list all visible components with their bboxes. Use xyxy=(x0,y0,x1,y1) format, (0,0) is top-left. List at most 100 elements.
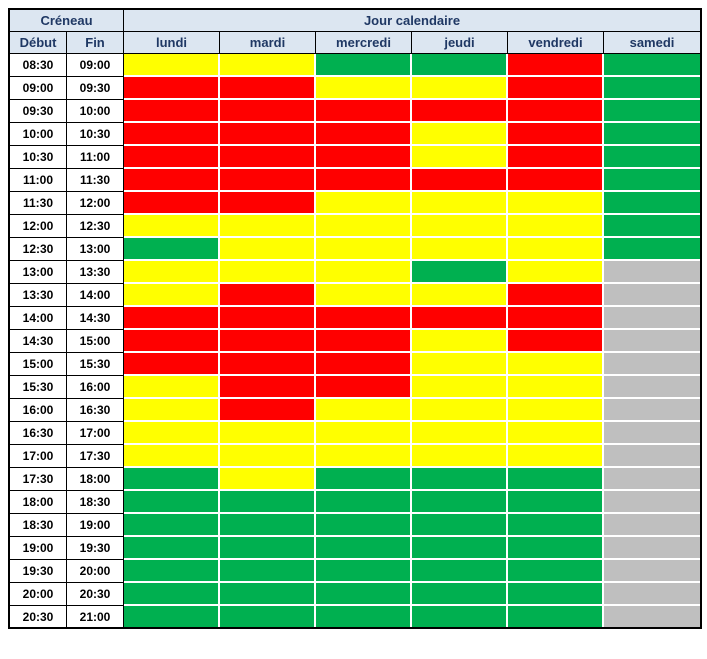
availability-cell-mercredi-12:00[interactable] xyxy=(316,215,412,238)
availability-cell-vendredi-12:30[interactable] xyxy=(508,238,604,261)
availability-cell-mercredi-14:30[interactable] xyxy=(316,330,412,353)
availability-cell-lundi-10:30[interactable] xyxy=(124,146,220,169)
availability-cell-vendredi-16:30[interactable] xyxy=(508,422,604,445)
availability-cell-jeudi-13:00[interactable] xyxy=(412,261,508,284)
availability-cell-lundi-19:30[interactable] xyxy=(124,560,220,583)
availability-cell-mardi-13:30[interactable] xyxy=(220,284,316,307)
availability-cell-samedi-09:30[interactable] xyxy=(604,100,701,123)
availability-cell-vendredi-12:00[interactable] xyxy=(508,215,604,238)
availability-cell-lundi-13:00[interactable] xyxy=(124,261,220,284)
availability-cell-samedi-11:30[interactable] xyxy=(604,192,701,215)
availability-cell-lundi-13:30[interactable] xyxy=(124,284,220,307)
availability-cell-lundi-10:00[interactable] xyxy=(124,123,220,146)
availability-cell-lundi-14:30[interactable] xyxy=(124,330,220,353)
availability-cell-mardi-19:30[interactable] xyxy=(220,560,316,583)
availability-cell-lundi-11:00[interactable] xyxy=(124,169,220,192)
availability-cell-lundi-16:00[interactable] xyxy=(124,399,220,422)
availability-cell-samedi-10:00[interactable] xyxy=(604,123,701,146)
availability-cell-mercredi-19:30[interactable] xyxy=(316,560,412,583)
availability-cell-mardi-15:00[interactable] xyxy=(220,353,316,376)
availability-cell-samedi-20:00[interactable] xyxy=(604,583,701,606)
availability-cell-vendredi-15:00[interactable] xyxy=(508,353,604,376)
availability-cell-jeudi-10:00[interactable] xyxy=(412,123,508,146)
availability-cell-jeudi-17:30[interactable] xyxy=(412,468,508,491)
availability-cell-vendredi-17:30[interactable] xyxy=(508,468,604,491)
availability-cell-mercredi-18:30[interactable] xyxy=(316,514,412,537)
availability-cell-vendredi-16:00[interactable] xyxy=(508,399,604,422)
availability-cell-mardi-11:00[interactable] xyxy=(220,169,316,192)
availability-cell-mercredi-09:30[interactable] xyxy=(316,100,412,123)
availability-cell-lundi-08:30[interactable] xyxy=(124,54,220,77)
availability-cell-vendredi-19:00[interactable] xyxy=(508,537,604,560)
availability-cell-vendredi-14:30[interactable] xyxy=(508,330,604,353)
availability-cell-samedi-16:30[interactable] xyxy=(604,422,701,445)
availability-cell-vendredi-10:30[interactable] xyxy=(508,146,604,169)
availability-cell-mardi-10:00[interactable] xyxy=(220,123,316,146)
availability-cell-samedi-17:30[interactable] xyxy=(604,468,701,491)
availability-cell-jeudi-16:30[interactable] xyxy=(412,422,508,445)
availability-cell-mardi-08:30[interactable] xyxy=(220,54,316,77)
availability-cell-vendredi-11:00[interactable] xyxy=(508,169,604,192)
availability-cell-mardi-20:30[interactable] xyxy=(220,606,316,627)
availability-cell-jeudi-18:30[interactable] xyxy=(412,514,508,537)
availability-cell-mardi-20:00[interactable] xyxy=(220,583,316,606)
availability-cell-mercredi-10:00[interactable] xyxy=(316,123,412,146)
availability-cell-vendredi-15:30[interactable] xyxy=(508,376,604,399)
availability-cell-mercredi-10:30[interactable] xyxy=(316,146,412,169)
availability-cell-samedi-08:30[interactable] xyxy=(604,54,701,77)
availability-cell-mercredi-15:30[interactable] xyxy=(316,376,412,399)
availability-cell-lundi-20:30[interactable] xyxy=(124,606,220,627)
availability-cell-vendredi-14:00[interactable] xyxy=(508,307,604,330)
availability-cell-mercredi-13:00[interactable] xyxy=(316,261,412,284)
availability-cell-jeudi-20:30[interactable] xyxy=(412,606,508,627)
availability-cell-mardi-10:30[interactable] xyxy=(220,146,316,169)
availability-cell-jeudi-12:30[interactable] xyxy=(412,238,508,261)
availability-cell-jeudi-16:00[interactable] xyxy=(412,399,508,422)
availability-cell-lundi-18:30[interactable] xyxy=(124,514,220,537)
availability-cell-samedi-10:30[interactable] xyxy=(604,146,701,169)
availability-cell-jeudi-15:30[interactable] xyxy=(412,376,508,399)
availability-cell-mardi-16:30[interactable] xyxy=(220,422,316,445)
availability-cell-mercredi-14:00[interactable] xyxy=(316,307,412,330)
availability-cell-mardi-18:30[interactable] xyxy=(220,514,316,537)
availability-cell-mardi-18:00[interactable] xyxy=(220,491,316,514)
availability-cell-mercredi-16:30[interactable] xyxy=(316,422,412,445)
availability-cell-vendredi-17:00[interactable] xyxy=(508,445,604,468)
availability-cell-lundi-12:30[interactable] xyxy=(124,238,220,261)
availability-cell-jeudi-12:00[interactable] xyxy=(412,215,508,238)
availability-cell-lundi-16:30[interactable] xyxy=(124,422,220,445)
availability-cell-jeudi-14:30[interactable] xyxy=(412,330,508,353)
availability-cell-jeudi-11:00[interactable] xyxy=(412,169,508,192)
availability-cell-jeudi-20:00[interactable] xyxy=(412,583,508,606)
availability-cell-samedi-13:00[interactable] xyxy=(604,261,701,284)
availability-cell-vendredi-08:30[interactable] xyxy=(508,54,604,77)
availability-cell-vendredi-13:00[interactable] xyxy=(508,261,604,284)
availability-cell-mardi-09:30[interactable] xyxy=(220,100,316,123)
availability-cell-vendredi-10:00[interactable] xyxy=(508,123,604,146)
availability-cell-mardi-14:00[interactable] xyxy=(220,307,316,330)
availability-cell-samedi-18:30[interactable] xyxy=(604,514,701,537)
availability-cell-jeudi-19:00[interactable] xyxy=(412,537,508,560)
availability-cell-jeudi-08:30[interactable] xyxy=(412,54,508,77)
availability-cell-mardi-14:30[interactable] xyxy=(220,330,316,353)
availability-cell-lundi-12:00[interactable] xyxy=(124,215,220,238)
availability-cell-mardi-09:00[interactable] xyxy=(220,77,316,100)
availability-cell-samedi-12:00[interactable] xyxy=(604,215,701,238)
availability-cell-mercredi-13:30[interactable] xyxy=(316,284,412,307)
availability-cell-mercredi-16:00[interactable] xyxy=(316,399,412,422)
availability-cell-mercredi-20:30[interactable] xyxy=(316,606,412,627)
availability-cell-vendredi-18:00[interactable] xyxy=(508,491,604,514)
availability-cell-jeudi-09:00[interactable] xyxy=(412,77,508,100)
availability-cell-lundi-17:00[interactable] xyxy=(124,445,220,468)
availability-cell-jeudi-14:00[interactable] xyxy=(412,307,508,330)
availability-cell-vendredi-18:30[interactable] xyxy=(508,514,604,537)
availability-cell-lundi-14:00[interactable] xyxy=(124,307,220,330)
availability-cell-vendredi-11:30[interactable] xyxy=(508,192,604,215)
availability-cell-samedi-14:00[interactable] xyxy=(604,307,701,330)
availability-cell-vendredi-09:30[interactable] xyxy=(508,100,604,123)
availability-cell-mardi-16:00[interactable] xyxy=(220,399,316,422)
availability-cell-samedi-20:30[interactable] xyxy=(604,606,701,627)
availability-cell-mercredi-19:00[interactable] xyxy=(316,537,412,560)
availability-cell-mercredi-20:00[interactable] xyxy=(316,583,412,606)
availability-cell-lundi-15:30[interactable] xyxy=(124,376,220,399)
